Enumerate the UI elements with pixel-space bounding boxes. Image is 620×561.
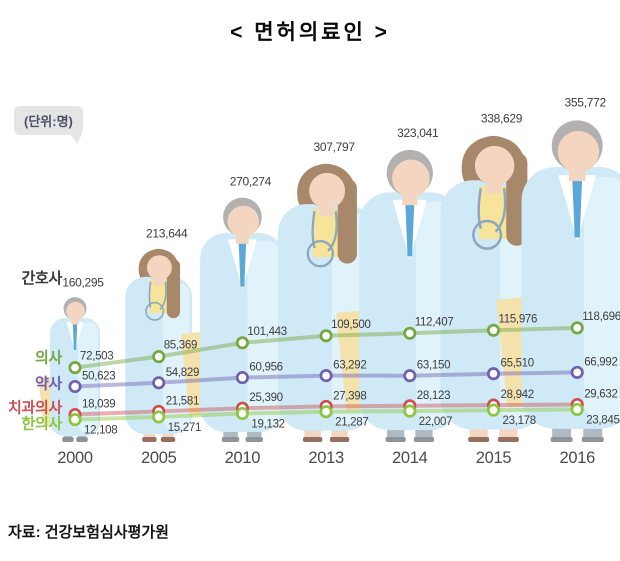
legend-label-한의사: 한의사 — [21, 415, 62, 433]
page-title: < 면허의료인 > — [230, 21, 390, 44]
value-label-간호사: 213,644 — [146, 226, 188, 240]
value-label-약사: 63,150 — [417, 360, 450, 372]
figure-male-doctor — [181, 197, 285, 442]
data-point-한의사 — [235, 406, 249, 421]
data-point-한의사 — [486, 403, 501, 417]
figure-female-doctor — [125, 248, 193, 442]
data-point-약사 — [570, 365, 584, 379]
value-label-의사: 118,696 — [582, 311, 620, 323]
value-label-의사: 112,407 — [415, 316, 454, 328]
value-label-약사: 65,510 — [501, 358, 534, 370]
value-label-치과의사: 29,632 — [584, 389, 617, 401]
data-point-의사 — [403, 326, 417, 340]
data-point-한의사 — [152, 410, 166, 424]
value-label-약사: 63,292 — [333, 360, 366, 372]
value-label-한의사: 23,178 — [503, 415, 536, 427]
year-label: 2014 — [392, 449, 428, 467]
value-label-치과의사: 27,398 — [333, 390, 366, 402]
data-point-의사 — [319, 329, 333, 343]
data-point-한의사 — [319, 405, 333, 419]
legend-label-간호사: 간호사 — [21, 270, 62, 287]
legend-label-약사: 약사 — [35, 374, 63, 392]
data-point-한의사 — [570, 402, 584, 417]
value-label-의사: 85,369 — [164, 340, 197, 352]
value-label-의사: 109,500 — [331, 319, 370, 331]
year-label: 2016 — [559, 449, 595, 467]
value-label-치과의사: 28,942 — [501, 389, 534, 401]
figure-male-doctor — [496, 120, 620, 442]
data-point-의사 — [570, 321, 584, 335]
value-label-의사: 101,443 — [247, 326, 286, 338]
data-point-약사 — [152, 376, 166, 390]
year-label: 2005 — [141, 449, 177, 467]
value-label-한의사: 15,271 — [168, 422, 201, 434]
data-point-약사 — [403, 369, 417, 383]
value-label-약사: 66,992 — [584, 356, 617, 368]
year-label: 2013 — [308, 449, 344, 467]
value-label-한의사: 12,108 — [84, 425, 117, 437]
value-label-한의사: 22,007 — [419, 416, 452, 428]
value-label-간호사: 323,041 — [397, 126, 439, 140]
value-label-간호사: 307,797 — [313, 140, 355, 154]
data-point-의사 — [486, 323, 501, 337]
value-label-의사: 72,503 — [80, 351, 113, 363]
labels-layer: 72,503 85,369 101,443 109,500 112,407 115,976… — [8, 96, 620, 467]
value-label-약사: 50,623 — [82, 370, 115, 382]
year-label: 2015 — [476, 449, 512, 467]
data-point-한의사 — [68, 413, 82, 427]
data-point-의사 — [235, 336, 249, 350]
value-label-의사: 115,976 — [499, 313, 538, 325]
source-note: 자료: 건강보험심사평가원 — [8, 524, 169, 541]
lines-layer — [68, 321, 584, 427]
data-point-약사 — [235, 371, 249, 385]
legend-label-의사: 의사 — [35, 349, 63, 367]
value-label-치과의사: 25,390 — [249, 392, 282, 404]
data-point-약사 — [319, 369, 333, 383]
legend-label-치과의사: 치과의사 — [8, 398, 63, 416]
chart-canvas: 72,503 85,369 101,443 109,500 112,407 115,976… — [8, 96, 620, 467]
data-point-의사 — [68, 361, 82, 375]
unit-badge: (단위:명) — [14, 106, 83, 144]
value-label-치과의사: 18,039 — [82, 398, 115, 410]
figures-layer — [38, 120, 620, 442]
value-label-간호사: 160,295 — [62, 276, 104, 290]
value-label-치과의사: 28,123 — [417, 390, 450, 402]
value-label-간호사: 355,772 — [565, 96, 607, 110]
value-label-약사: 54,829 — [166, 367, 199, 379]
data-point-의사 — [152, 350, 166, 364]
data-point-한의사 — [403, 404, 417, 418]
value-label-약사: 60,956 — [249, 362, 282, 374]
value-label-한의사: 19,132 — [251, 419, 284, 431]
value-label-간호사: 270,274 — [230, 174, 272, 188]
value-label-한의사: 23,845 — [586, 414, 619, 426]
figure-male-doctor — [38, 297, 101, 442]
value-label-치과의사: 21,581 — [166, 395, 199, 407]
value-label-간호사: 338,629 — [481, 111, 523, 125]
year-label: 2000 — [57, 449, 93, 467]
data-point-약사 — [68, 379, 82, 394]
year-label: 2010 — [225, 449, 261, 467]
data-point-약사 — [486, 367, 501, 381]
value-label-한의사: 21,287 — [335, 417, 368, 429]
